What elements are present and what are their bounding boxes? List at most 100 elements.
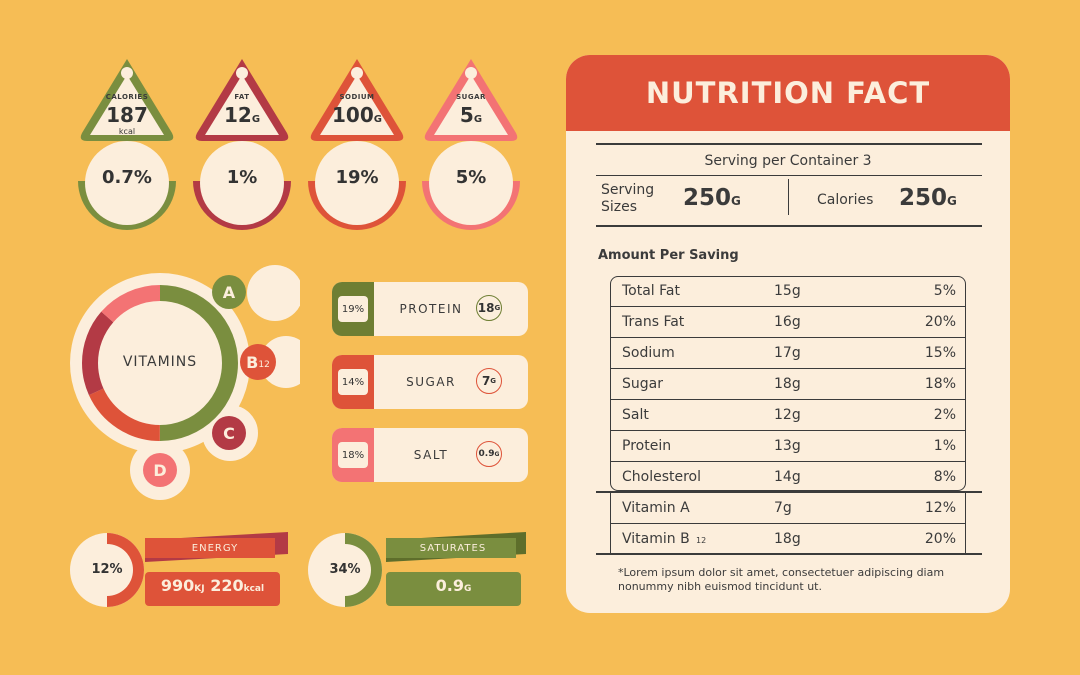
row-name: Sugar — [622, 376, 663, 392]
sodium-value: 100G — [332, 103, 382, 127]
protein-bar: 19% PROTEIN 18 G — [332, 282, 528, 336]
vitamin-d-badge: D — [143, 453, 177, 487]
row-amount: 12g — [774, 407, 801, 423]
energy-value: 990KJ 220kcal — [160, 576, 265, 595]
table-row: Sodium 17g 15% — [610, 338, 966, 369]
divider — [596, 225, 982, 227]
energy-percent: 12% — [91, 562, 123, 577]
sugar-value: 5G — [459, 103, 483, 127]
row-name: Protein — [622, 438, 672, 454]
vitamin-b12-badge — [269, 345, 270, 346]
saturates-label: SATURATES — [419, 543, 487, 554]
protein-bar-accent: 19% — [332, 282, 374, 336]
sugar-percent: 5% — [455, 167, 487, 188]
row-name: Salt — [622, 407, 649, 423]
row-name-subscript: 12 — [696, 536, 707, 545]
vitamins-title: VITAMINS — [122, 354, 198, 370]
salt-name: SALT — [413, 448, 449, 462]
sodium-label: SODIUM — [339, 93, 375, 101]
calories-label-card: Calories — [817, 192, 874, 208]
calories-percent: 0.7% — [102, 167, 152, 188]
saturates-percent: 34% — [329, 562, 361, 577]
divider — [596, 143, 982, 145]
serving-sizes-label: Serving Sizes — [601, 182, 655, 215]
energy-graphic — [70, 532, 288, 607]
table-row: Cholesterol 14g 8% — [610, 462, 966, 493]
table-row: Vitamin B 12 18g 20% — [610, 524, 966, 555]
fat-label: FAT — [234, 93, 250, 101]
divider — [788, 179, 789, 215]
vitamin-c-badge: C — [212, 416, 246, 450]
divider — [596, 175, 982, 176]
row-percent: 1% — [933, 438, 956, 454]
fat-percent: 1% — [226, 167, 258, 188]
row-name: Cholesterol — [622, 469, 702, 485]
vitamin-a-badge: A — [212, 275, 246, 309]
row-name: Vitamin A — [622, 500, 690, 516]
saturates-value: 0.9G — [435, 576, 472, 595]
divider — [596, 491, 982, 493]
sugar-bar-percent: 14% — [338, 369, 368, 395]
calories-value: 187 — [106, 103, 148, 127]
row-name: Trans Fat — [622, 314, 685, 330]
table-row: Trans Fat 16g 20% — [610, 307, 966, 338]
table-row: Salt 12g 2% — [610, 400, 966, 431]
fat-tag-shape — [193, 59, 291, 230]
row-percent: 15% — [924, 345, 956, 361]
card-title: NUTRITION FACT — [566, 55, 1010, 131]
sodium-tag: SODIUM 100G 19% — [302, 55, 412, 235]
row-amount: 14g — [774, 469, 801, 485]
calories-value-card: 250G — [899, 185, 957, 211]
salt-percent: 18% — [338, 442, 368, 468]
sugar-bar-name: SUGAR — [406, 375, 456, 389]
salt-amount: 0.9 G — [476, 441, 502, 467]
row-percent: 18% — [924, 376, 956, 392]
row-name: Total Fat — [622, 283, 680, 299]
nutrition-fact-card: NUTRITION FACT Serving per Container 3 S… — [566, 55, 1010, 613]
sodium-percent: 19% — [335, 167, 379, 188]
calories-tag: CALORIES 187 kcal 0.7% — [72, 55, 182, 235]
footnote: *Lorem ipsum dolor sit amet, consectetue… — [618, 566, 945, 593]
protein-name: PROTEIN — [399, 302, 463, 316]
row-amount: 15g — [774, 283, 801, 299]
sugar-bar-accent: 14% — [332, 355, 374, 409]
serving-per-container: Serving per Container 3 — [704, 153, 872, 169]
salt-bar: 18% SALT 0.9 G — [332, 428, 528, 482]
row-amount: 18g — [774, 531, 801, 547]
sugar-label: SUGAR — [456, 93, 486, 101]
calories-label: CALORIES — [105, 93, 149, 101]
row-amount: 18g — [774, 376, 801, 392]
calories-unit: kcal — [118, 127, 136, 136]
amount-heading: Amount Per Saving — [598, 248, 739, 263]
sugar-tag-shape — [422, 59, 520, 230]
sugar-tag: SUGAR 5G 5% — [416, 55, 526, 235]
vitamin-b12-badge-circle: B 12 — [240, 344, 276, 380]
row-amount: 16g — [774, 314, 801, 330]
protein-amount: 18 G — [476, 295, 502, 321]
vitamins-wheel — [70, 265, 300, 500]
calories-tag-shape — [78, 59, 176, 230]
serving-sizes-value: 250G — [683, 185, 741, 211]
energy-label: ENERGY — [191, 543, 239, 554]
fat-value: 12G — [223, 103, 261, 127]
row-percent: 20% — [924, 314, 956, 330]
table-row: Vitamin A 7g 12% — [610, 493, 966, 524]
sodium-tag-shape — [308, 59, 406, 230]
table-row: Total Fat 15g 5% — [610, 276, 966, 307]
row-percent: 12% — [924, 500, 956, 516]
table-row: Protein 13g 1% — [610, 431, 966, 462]
row-percent: 20% — [924, 531, 956, 547]
row-amount: 13g — [774, 438, 801, 454]
row-name: Sodium — [622, 345, 675, 361]
row-amount: 7g — [774, 500, 792, 516]
saturates-graphic — [308, 532, 526, 607]
protein-percent: 19% — [338, 296, 368, 322]
row-percent: 2% — [933, 407, 956, 423]
nutrient-table — [610, 276, 966, 491]
row-amount: 17g — [774, 345, 801, 361]
salt-bar-accent: 18% — [332, 428, 374, 482]
row-name: Vitamin B — [622, 531, 690, 547]
divider — [596, 553, 982, 555]
